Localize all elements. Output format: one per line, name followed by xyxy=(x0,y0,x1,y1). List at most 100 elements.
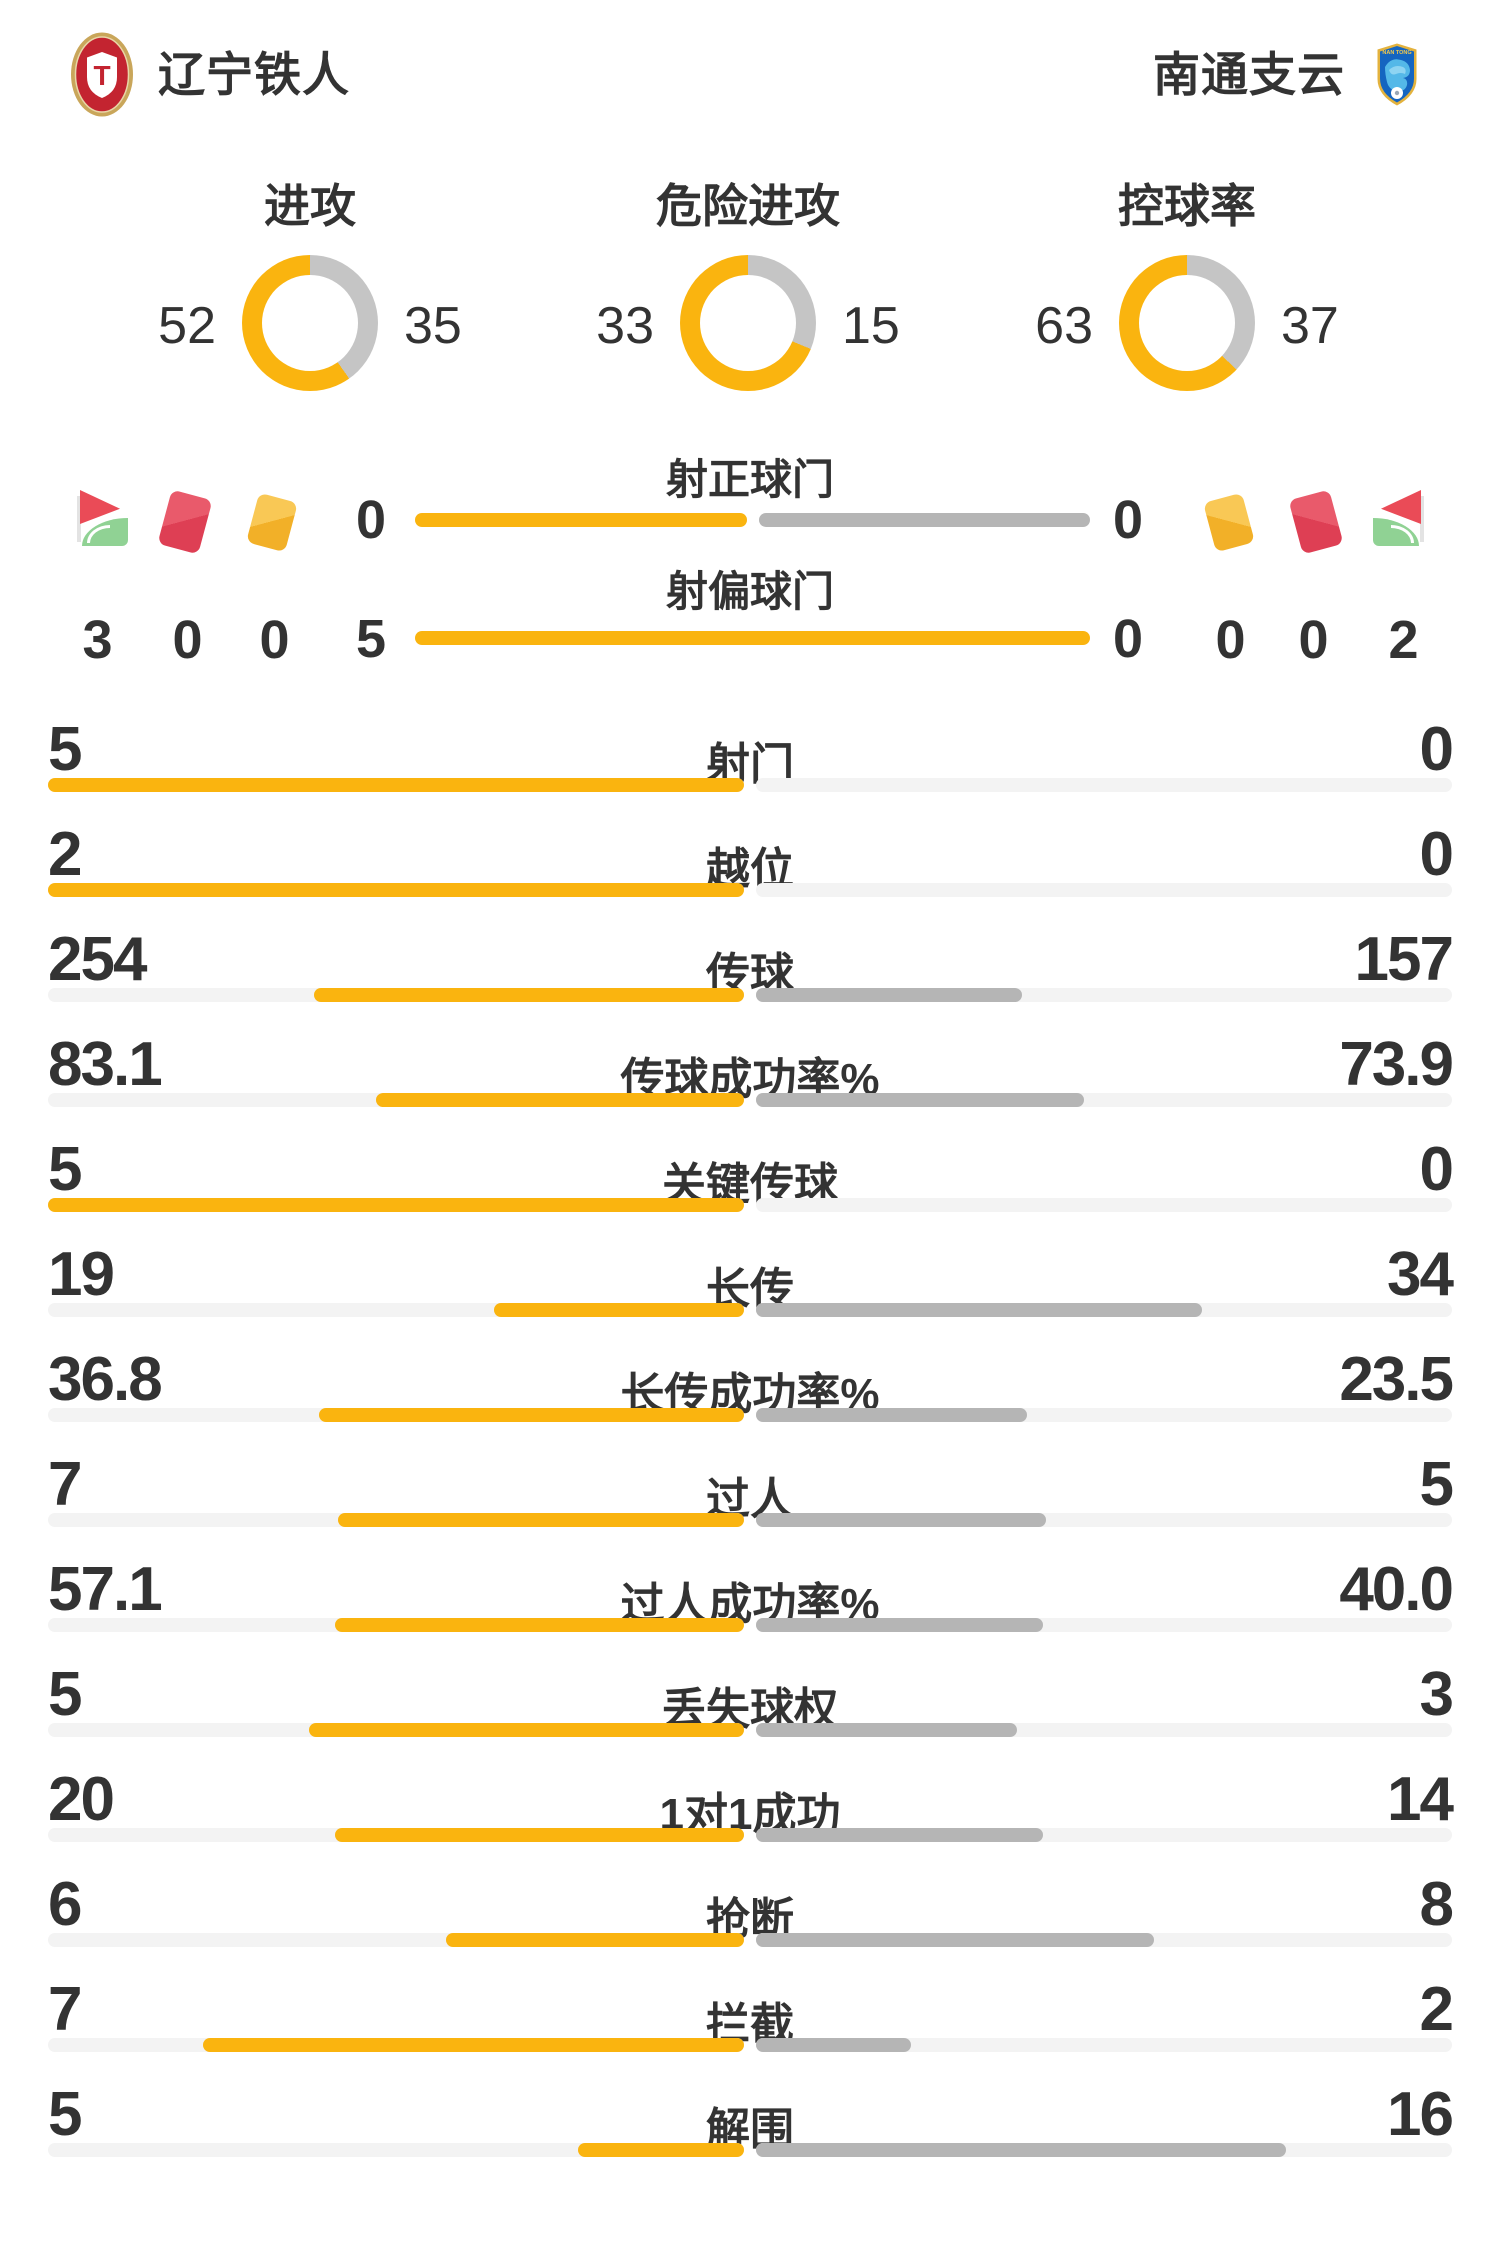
stat-row: 5 关键传球 0 xyxy=(0,1138,1500,1243)
home-setpiece-icons xyxy=(68,488,313,556)
away-bar-track xyxy=(756,2143,1452,2157)
stat-row: 7 拦截 2 xyxy=(0,1978,1500,2083)
home-bar-fill xyxy=(375,1093,744,1107)
stat-row: 5 丢失球权 3 xyxy=(0,1663,1500,1768)
away-bar-track xyxy=(756,1093,1452,1107)
stat-home-value: 36.8 xyxy=(48,1345,163,1414)
home-bar-fill xyxy=(334,1618,744,1632)
stat-away-value: 14 xyxy=(1387,1765,1454,1834)
away-bar-fill xyxy=(756,1618,1043,1632)
donut-2: 控球率 63 37 xyxy=(967,165,1407,405)
stat-away-value: 34 xyxy=(1387,1240,1454,1309)
home-bar-fill xyxy=(338,1513,744,1527)
stat-row: 5 解围 16 xyxy=(0,2083,1500,2188)
share-bar xyxy=(415,631,1090,645)
away-bar-track xyxy=(756,883,1452,897)
home-corners-count: 3 xyxy=(82,610,112,670)
share-bar-away-segment xyxy=(758,513,1090,527)
donut-away-value: 37 xyxy=(1281,297,1339,355)
home-team-logo: T xyxy=(70,32,134,117)
away-bar-track xyxy=(756,1198,1452,1212)
stat-home-value: 57.1 xyxy=(48,1555,163,1624)
stat-away-value: 5 xyxy=(1419,1450,1455,1519)
home-bar-fill xyxy=(202,2038,744,2052)
donut-0: 进攻 52 35 xyxy=(90,165,530,405)
home-bar-track xyxy=(48,778,744,792)
stat-row: 2 越位 0 xyxy=(0,823,1500,928)
home-bar-track xyxy=(48,1828,744,1842)
donut-home-value: 52 xyxy=(158,297,216,355)
stat-away-value: 3 xyxy=(1419,1660,1455,1729)
home-bar-fill xyxy=(48,883,744,897)
away-bar-fill xyxy=(756,1093,1084,1107)
corner-arc xyxy=(82,518,128,546)
away-team-logo: NAN TONG xyxy=(1377,43,1417,106)
home-bar-track xyxy=(48,1723,744,1737)
donut-ring xyxy=(1119,255,1255,391)
stat-home-value: 5 xyxy=(48,1660,83,1729)
donut-home-value: 33 xyxy=(596,297,654,355)
stat-home-value: 19 xyxy=(48,1240,115,1309)
stat-home-value: 20 xyxy=(48,1765,115,1834)
away-team-name: 南通支云 xyxy=(1153,48,1345,101)
stat-home-value: 5 xyxy=(48,715,83,784)
shots-off-target-label: 射偏球门 xyxy=(665,568,834,615)
home-bar-track xyxy=(48,1513,744,1527)
shots-home-value: 5 xyxy=(355,609,386,669)
away-bar-fill xyxy=(756,2143,1287,2157)
away-bar-fill xyxy=(756,1408,1028,1422)
stat-away-value: 2 xyxy=(1419,1975,1455,2044)
away-setpiece-icons xyxy=(1188,488,1433,556)
donut-ring xyxy=(680,255,816,391)
home-bar-track xyxy=(48,2038,744,2052)
home-bar-fill xyxy=(494,1303,744,1317)
red-card-icon xyxy=(1288,489,1344,555)
away-bar-fill xyxy=(756,988,1022,1002)
stat-away-value: 0 xyxy=(1419,820,1455,889)
stat-away-value: 8 xyxy=(1419,1870,1455,1939)
stat-row: 254 传球 157 xyxy=(0,928,1500,1033)
away-bar-track xyxy=(756,778,1452,792)
stat-home-value: 254 xyxy=(48,925,147,994)
home-bar-track xyxy=(48,2143,744,2157)
stat-row: 36.8 长传成功率% 23.5 xyxy=(0,1348,1500,1453)
stat-home-value: 5 xyxy=(48,2080,83,2149)
svg-text:NAN TONG: NAN TONG xyxy=(1382,50,1411,56)
shots-on-target-label: 射正球门 xyxy=(665,456,834,503)
stat-away-value: 23.5 xyxy=(1339,1345,1454,1414)
donut-hole xyxy=(700,275,796,371)
home-bar-fill xyxy=(445,1933,744,1947)
donut-1: 危险进攻 33 15 xyxy=(528,165,968,405)
away-bar-track xyxy=(756,1303,1452,1317)
stat-row: 20 1对1成功 14 xyxy=(0,1768,1500,1873)
donut-ring xyxy=(242,255,378,391)
away-red-cards-count: 0 xyxy=(1298,610,1328,670)
stat-row: 7 过人 5 xyxy=(0,1453,1500,1558)
away-bar-track xyxy=(756,1618,1452,1632)
donut-title: 危险进攻 xyxy=(656,180,840,232)
stat-away-value: 0 xyxy=(1419,715,1455,784)
share-bar xyxy=(415,513,1090,527)
stat-away-value: 157 xyxy=(1354,925,1454,994)
home-bar-track xyxy=(48,1408,744,1422)
donut-home-value: 63 xyxy=(1035,297,1093,355)
stat-row: 83.1 传球成功率% 73.9 xyxy=(0,1033,1500,1138)
stat-home-value: 83.1 xyxy=(48,1030,163,1099)
shots-home-value: 0 xyxy=(355,490,386,550)
svg-text:T: T xyxy=(93,60,110,91)
donut-away-value: 35 xyxy=(404,297,462,355)
stat-home-value: 7 xyxy=(48,1450,83,1519)
stat-row: 19 长传 34 xyxy=(0,1243,1500,1348)
away-bar-fill xyxy=(756,1303,1203,1317)
away-bar-track xyxy=(756,1513,1452,1527)
away-bar-fill xyxy=(756,1828,1043,1842)
yellow-card-icon xyxy=(246,492,298,553)
away-bar-fill xyxy=(756,1513,1047,1527)
home-bar-track xyxy=(48,883,744,897)
home-bar-track xyxy=(48,1618,744,1632)
away-yellow-cards-count: 0 xyxy=(1215,610,1245,670)
home-bar-fill xyxy=(578,2143,744,2157)
stat-away-value: 16 xyxy=(1387,2080,1454,2149)
stat-home-value: 2 xyxy=(48,820,83,889)
